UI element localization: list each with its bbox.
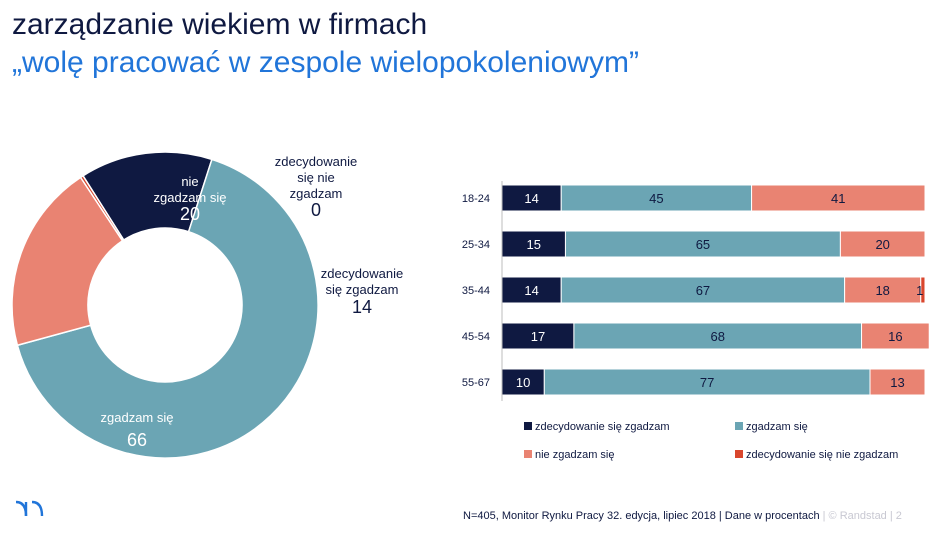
bar-value-label: 13 (890, 375, 904, 390)
donut-slice-value: 14 (352, 297, 372, 317)
bar-category-label: 55-67 (462, 377, 490, 389)
donut-slice (79, 174, 125, 242)
bar-segment (564, 230, 841, 258)
legend-swatch (524, 450, 532, 458)
page-title: zarządzanie wiekiem w firmach (12, 8, 428, 41)
bar-category-label: 35-44 (462, 285, 490, 297)
bar-value-label: 1 (916, 283, 923, 298)
randstad-logo-icon (15, 500, 44, 517)
bar-value-label: 67 (696, 283, 710, 298)
bar-value-label: 45 (649, 191, 663, 206)
bar-segment (501, 368, 545, 396)
bar-value-label: 14 (524, 283, 538, 298)
bar-segment (560, 276, 846, 304)
bar-value-label: 77 (700, 375, 714, 390)
legend-swatch (735, 450, 743, 458)
bar-value-label: 15 (526, 237, 540, 252)
bar-value-label: 17 (531, 329, 545, 344)
donut-slice-label: zgadzam się (101, 410, 174, 425)
bar-segment (861, 322, 930, 350)
footer-source-text: N=405, Monitor Rynku Pracy 32. edycja, l… (463, 510, 820, 522)
bar-value-label: 18 (875, 283, 889, 298)
donut-slice-value: 20 (180, 204, 200, 224)
bar-value-label: 14 (524, 191, 538, 206)
bar-segment (573, 322, 863, 350)
bar-category-label: 45-54 (462, 331, 490, 343)
donut-slice-label: zdecydowanie się zgadzam (321, 266, 403, 297)
bar-value-label: 68 (710, 329, 724, 344)
donut-slice (11, 176, 124, 347)
bar-segment (501, 276, 562, 304)
legend-label: nie zgadzam się (535, 449, 615, 461)
donut-slice-label: nie zgadzam się (154, 174, 227, 205)
bar-category-label: 25-34 (462, 239, 490, 251)
bar-value-label: 20 (875, 237, 889, 252)
bar-segment (751, 184, 926, 212)
legend-swatch (524, 422, 532, 430)
bar-value-label: 10 (516, 375, 530, 390)
donut-slice-value: 66 (127, 430, 147, 450)
bar-value-label: 65 (696, 237, 710, 252)
bar-segment (839, 230, 926, 258)
bar-segment (501, 184, 562, 212)
bar-category-label: 18-24 (462, 193, 490, 205)
donut-slice-value: 0 (311, 200, 321, 220)
legend-label: zdecydowanie się nie zgadzam (746, 449, 898, 461)
bar-segment (920, 276, 926, 304)
footer-page-number: 2 (895, 510, 902, 522)
bar-segment (543, 368, 871, 396)
donut-slice (16, 158, 319, 459)
bar-value-label: 16 (888, 329, 902, 344)
page-subtitle: „wolę pracować w zespole wielopokoleniow… (12, 46, 639, 79)
stacked-bar-chart: 18-24 14 45 41 25-34 15 65 20 35-44 14 67 18 1 45-54 1… (462, 181, 930, 461)
legend-swatch (735, 422, 743, 430)
donut-slice-label: zdecydowanie się nie zgadzam (275, 154, 357, 201)
footer-source: N=405, Monitor Rynku Pracy 32. edycja, l… (463, 510, 902, 522)
bar-segment (869, 368, 926, 396)
legend-label: zgadzam się (746, 421, 808, 433)
bar-value-label: 41 (831, 191, 845, 206)
footer-brand: | © Randstad | (822, 510, 893, 522)
legend-label: zdecydowanie się zgadzam (535, 421, 670, 433)
